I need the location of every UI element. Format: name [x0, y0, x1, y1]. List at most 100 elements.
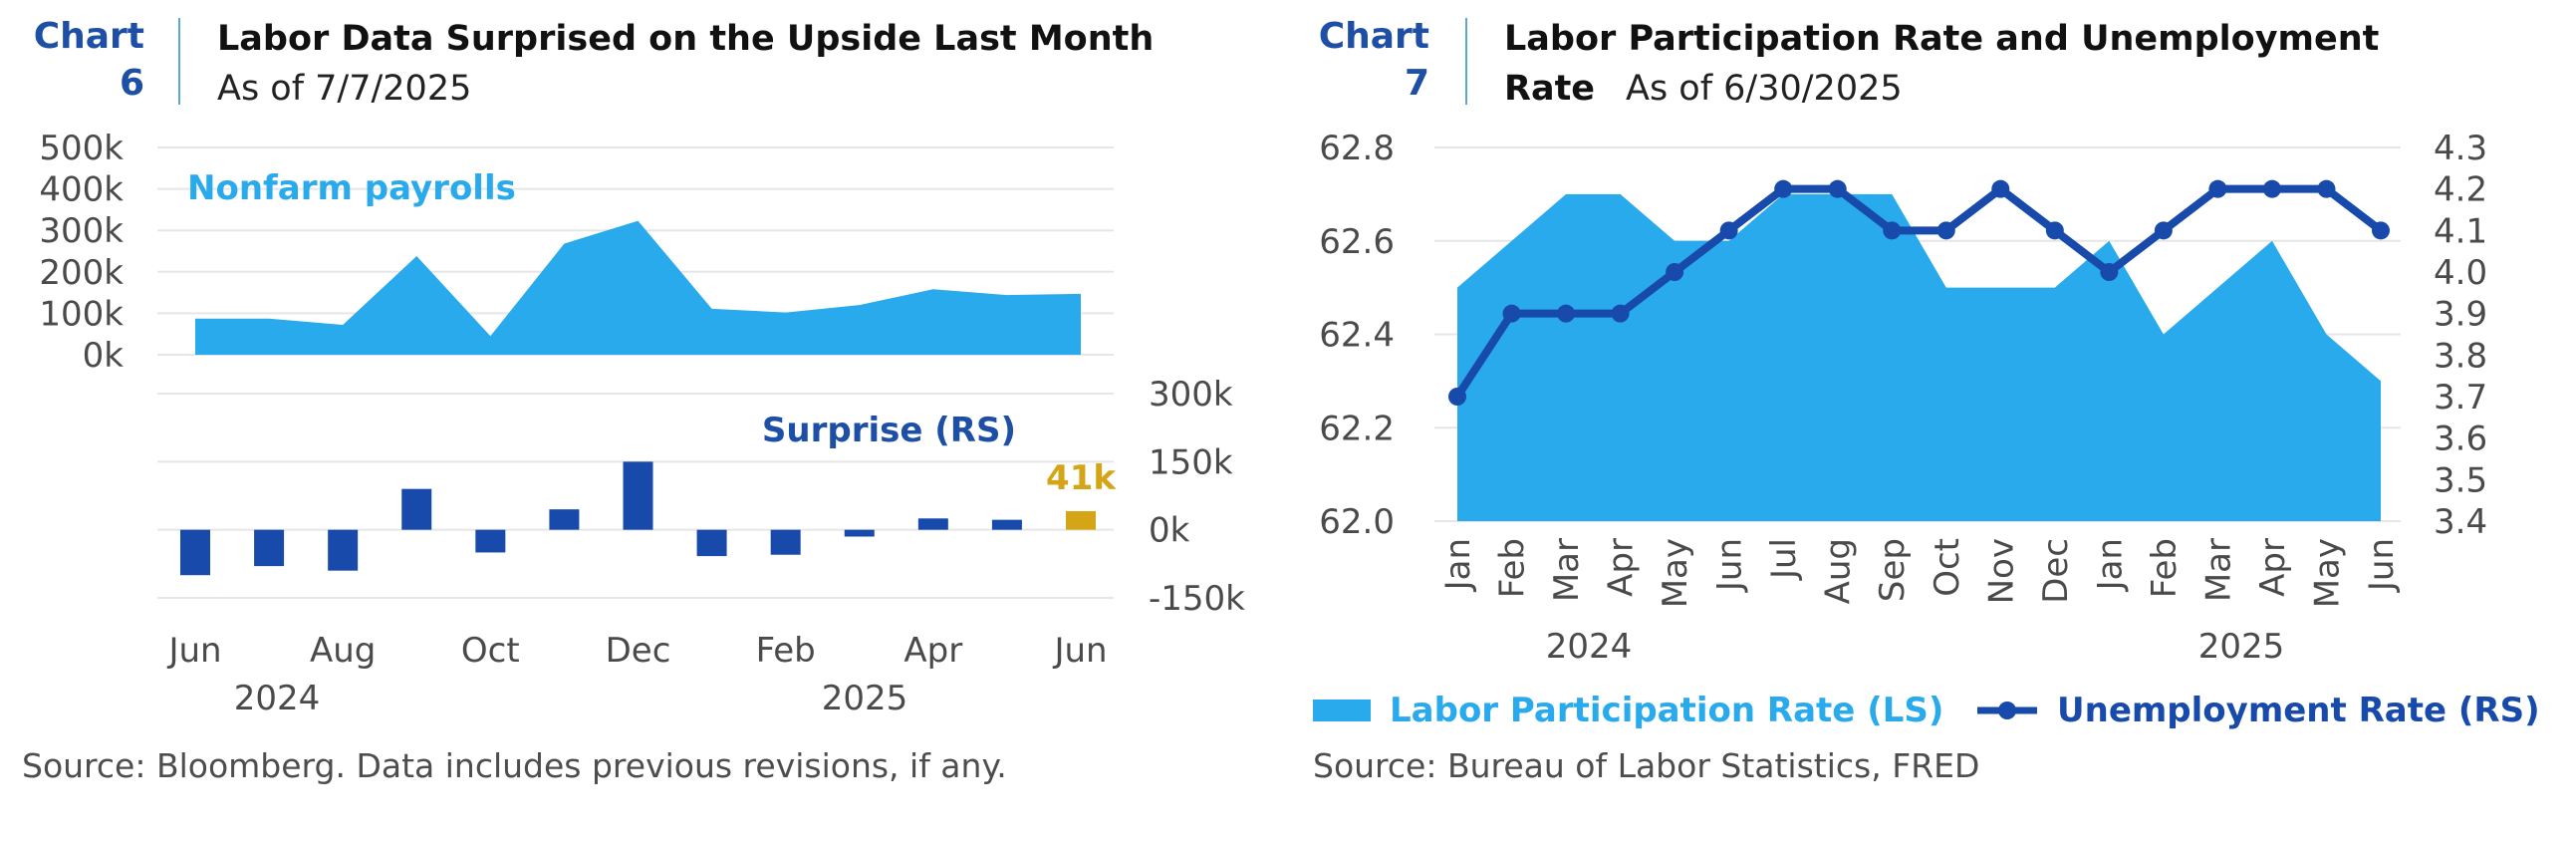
chart6-surprise-bar — [696, 529, 727, 557]
chart6-surprise-bar — [549, 509, 580, 530]
chart7-right-tick-label: 4.0 — [2434, 253, 2487, 293]
chart7-source: Source: Bureau of Labor Statistics, FRED — [1313, 746, 1979, 785]
chart7-x-tick-label: Jul — [1764, 538, 1804, 581]
chart7-unemployment-point — [1666, 263, 1684, 281]
chart7-participation-area — [1457, 193, 2381, 521]
chart7-legend: Labor Participation Rate (LS) Unemployme… — [1313, 691, 2540, 730]
chart7-left-tick-label: 62.6 — [1319, 222, 1395, 262]
chart7-right-tick-label: 3.5 — [2434, 460, 2487, 500]
chart6-x-tick-label: Jun — [1052, 631, 1107, 671]
chart7-unemployment-point — [1719, 221, 1738, 240]
chart7-left-tick-label: 62.8 — [1319, 129, 1395, 168]
chart7-left-axis-ticks: 62.8 62.6 62.4 62.2 62.0 — [1319, 129, 1395, 542]
chart7-unemployment-line — [1453, 184, 2384, 400]
chart6-as-of: As of 7/7/2025 — [217, 69, 471, 109]
chart7-left-tick-label: 62.4 — [1319, 316, 1395, 356]
chart7-label-num: 7 — [1405, 63, 1429, 104]
chart7-right-axis-ticks: 4.34.24.14.03.93.83.73.63.53.4 — [2434, 129, 2487, 542]
chart6-left-tick-label: 200k — [39, 253, 124, 293]
chart6-surprise-bar — [328, 529, 359, 571]
chart6-surprise-bar — [401, 488, 432, 530]
chart7-unemployment-point — [1936, 221, 1955, 240]
chart7-legend-unemployment-label: Unemployment Rate (RS) — [2057, 691, 2540, 730]
chart7-title-line2: Rate — [1504, 69, 1595, 109]
chart7-x-tick-label: Dec — [2036, 538, 2076, 604]
chart7-x-tick-label: May — [1656, 538, 1695, 608]
chart7-x-tick-label: Apr — [2253, 538, 2293, 597]
chart7-right-tick-label: 3.4 — [2434, 502, 2487, 542]
chart6-payrolls-area — [195, 220, 1081, 355]
chart6-x-axis-ticks: Jun Aug Oct Dec Feb Apr Jun — [166, 631, 1107, 671]
chart7-x-tick-label: Jun — [1710, 538, 1750, 593]
chart7-x-tick-label: Jan — [1438, 538, 1478, 592]
chart7-unemployment-point — [2208, 179, 2227, 198]
chart6-payrolls-label: Nonfarm payrolls — [187, 168, 516, 208]
chart7-unemployment-point — [2317, 179, 2336, 198]
chart6-x-tick-label: Jun — [166, 631, 221, 671]
chart6-right-axis-ticks: 300k 150k 0k -150k — [1149, 375, 1245, 619]
chart6-left-tick-label: 400k — [39, 170, 124, 210]
chart6-header: Chart 6 Labor Data Surprised on the Upsi… — [34, 16, 1155, 109]
chart7-right-tick-label: 3.9 — [2434, 295, 2487, 335]
chart7-left-tick-label: 62.2 — [1319, 409, 1395, 448]
chart6-left-tick-label: 500k — [39, 129, 124, 168]
chart6-year-2025: 2025 — [822, 679, 908, 718]
chart6-last-surprise-label: 41k — [1046, 458, 1117, 498]
chart7-unemployment-points — [1448, 179, 2390, 406]
chart7-legend-participation-swatch — [1313, 700, 1371, 721]
chart7-unemployment-point — [2154, 221, 2173, 240]
chart7-unemployment-point — [1828, 179, 1847, 198]
chart6-right-tick-label: 150k — [1149, 442, 1233, 482]
chart6-surprise-bar — [844, 529, 875, 537]
chart6-title: Labor Data Surprised on the Upside Last … — [217, 19, 1154, 59]
chart7-left-tick-label: 62.0 — [1319, 502, 1395, 542]
chart7-header: Chart 7 Labor Participation Rate and Une… — [1319, 16, 2380, 109]
chart6-gridlines — [157, 146, 1114, 599]
chart7-x-tick-label: Mar — [2198, 538, 2238, 602]
chart6-label-word: Chart — [34, 16, 144, 57]
chart6-right-tick-label: -150k — [1149, 579, 1245, 619]
chart7-x-tick-label: Apr — [1602, 538, 1642, 597]
chart7-x-tick-label: Jan — [2090, 538, 2130, 592]
chart6-surprise-label: Surprise (RS) — [762, 411, 1016, 450]
chart7-unemployment-point — [1991, 179, 2010, 198]
chart6-label-num: 6 — [120, 63, 144, 104]
chart7-unemployment-point — [1883, 221, 1902, 240]
chart7-right-tick-label: 3.7 — [2434, 378, 2487, 418]
chart7-title-line1: Labor Participation Rate and Unemploymen… — [1504, 19, 2379, 59]
chart7-right-tick-label: 3.6 — [2434, 420, 2487, 459]
chart7: 62.8 62.6 62.4 62.2 62.0 4.34.24.14.03.93.83… — [1313, 129, 2540, 785]
chart6-x-tick-label: Aug — [310, 631, 376, 671]
chart6-x-tick-label: Dec — [606, 631, 671, 671]
chart6-left-tick-label: 0k — [83, 336, 125, 376]
chart7-legend-participation-label: Labor Participation Rate (LS) — [1390, 691, 1943, 730]
chart7-x-tick-label: Aug — [1819, 538, 1859, 604]
chart7-unemployment-point — [1557, 304, 1576, 323]
chart7-x-tick-label: Mar — [1547, 538, 1587, 602]
chart6-surprise-bar — [770, 529, 801, 555]
chart7-x-tick-label: Jun — [2362, 538, 2402, 593]
chart7-x-tick-label: Sep — [1873, 538, 1913, 602]
chart6-x-tick-label: Apr — [903, 631, 962, 671]
chart7-right-tick-label: 3.8 — [2434, 336, 2487, 376]
chart6-surprise-bar-highlight — [1066, 510, 1096, 530]
chart7-legend-unemployment-marker — [1998, 702, 2016, 719]
chart7-year-2024: 2024 — [1546, 627, 1633, 667]
chart7-x-axis-ticks: Jan Feb Mar Apr May Jun Jul Aug Sep Oct Nov Dec Jan F… — [1438, 538, 2402, 608]
chart7-x-tick-label: Nov — [1981, 538, 2021, 604]
chart6-source: Source: Bloomberg. Data includes previou… — [22, 746, 1007, 785]
chart7-unemployment-point — [1611, 304, 1630, 323]
chart7-x-tick-label: May — [2307, 538, 2347, 608]
chart6-x-tick-label: Oct — [461, 631, 520, 671]
chart7-unemployment-point — [2262, 179, 2281, 198]
chart6-left-tick-label: 100k — [39, 294, 124, 334]
chart6-surprise-bar — [623, 461, 653, 530]
chart7-unemployment-point — [1774, 179, 1793, 198]
chart7-label-word: Chart — [1319, 16, 1429, 57]
chart6-surprise-bar — [917, 518, 948, 530]
chart6-surprise-bar — [475, 529, 506, 553]
chart6-x-tick-label: Feb — [756, 631, 816, 671]
chart7-as-of: As of 6/30/2025 — [1626, 69, 1903, 109]
